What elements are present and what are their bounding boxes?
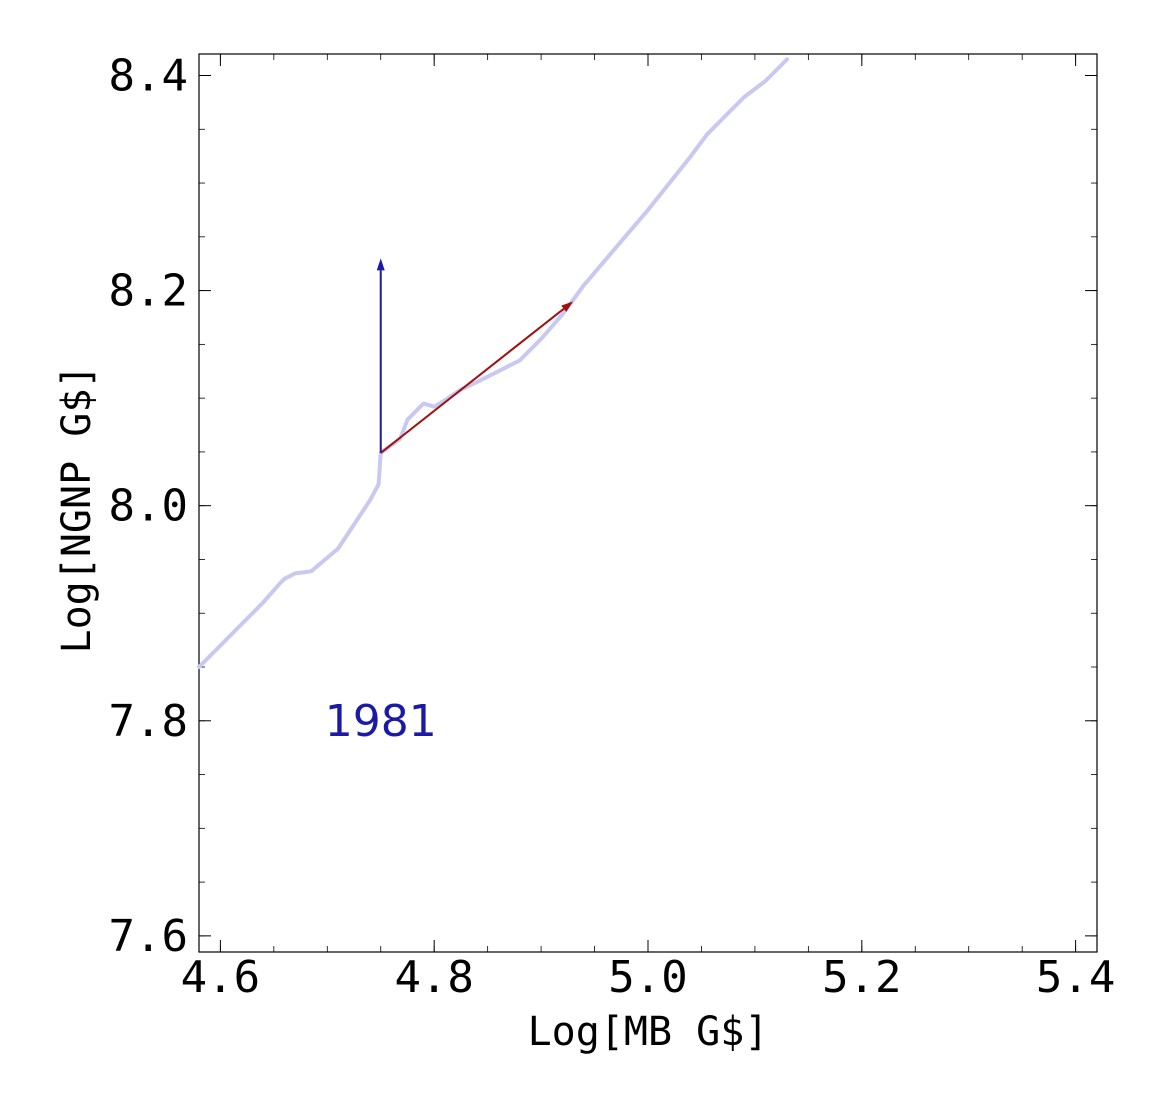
y-tick-label: 8.4 (109, 51, 188, 102)
x-tick-label: 4.6 (181, 952, 260, 1003)
arrow-shaft (380, 307, 565, 454)
year-annotation: 1981 (325, 696, 437, 747)
y-tick-label: 7.8 (109, 696, 188, 747)
x-tick-label: 5.2 (822, 952, 901, 1003)
plot-area-border (198, 53, 1098, 953)
arrow-head (561, 301, 574, 312)
x-tick-label: 4.8 (394, 952, 473, 1003)
y-tick-label: 8.0 (109, 481, 188, 532)
arrow-layer (376, 258, 574, 454)
y-tick-label: 7.6 (109, 911, 188, 962)
series-line (197, 57, 789, 669)
annotation-layer: 1981 (325, 696, 437, 747)
y-axis-title: Log[NGNP G$] (54, 365, 100, 654)
ticks (199, 54, 1097, 952)
tick-labels: 4.6 4.8 5.0 5.2 5.4 7.6 7.8 8.0 8.2 8.4 (109, 51, 1116, 1003)
x-axis-title: Log[MB G$] (528, 1009, 769, 1055)
x-tick-label: 5.4 (1036, 952, 1115, 1003)
series-layer (197, 57, 789, 669)
arrow-head (376, 258, 385, 271)
y-tick-label: 8.2 (109, 266, 188, 317)
plot-frame (198, 53, 1098, 953)
x-tick-label: 5.0 (608, 952, 687, 1003)
